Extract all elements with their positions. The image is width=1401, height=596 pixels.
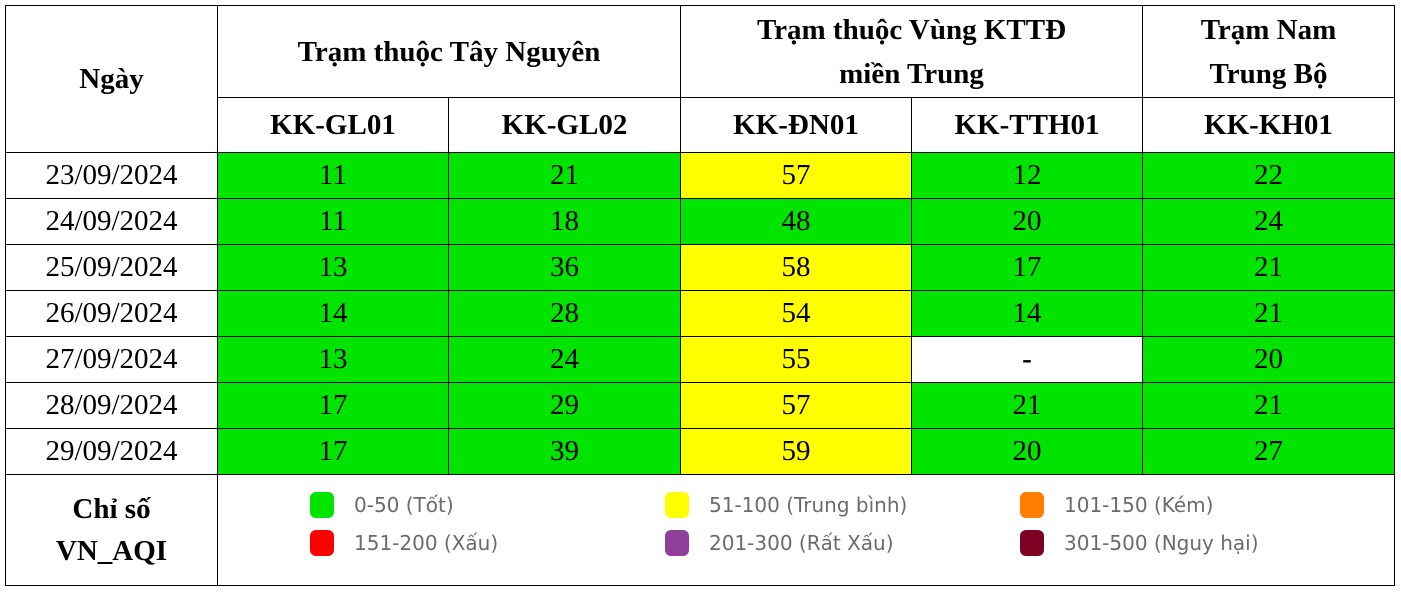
group-header-nam-trung-bo: Trạm Nam Trung Bộ <box>1142 5 1395 98</box>
table-body: 23/09/2024 11 21 57 12 22 24/09/2024 11 18 48 20 24… <box>5 152 1395 475</box>
aqi-value-cell: 17 <box>217 382 449 429</box>
aqi-value-cell: 12 <box>911 152 1143 199</box>
station-header-kk-kh01: KK-KH01 <box>1142 97 1395 153</box>
legend-title-line2: VN_AQI <box>55 535 168 567</box>
legend-row: Chỉ số VN_AQI 0-50 (Tốt) 51-100 (Trung b… <box>5 474 1395 586</box>
table-row: 29/09/2024 17 39 59 20 27 <box>5 428 1395 475</box>
station-header-kk-dn01: KK-ĐN01 <box>680 97 912 153</box>
group-header-kttd-mien-trung: Trạm thuộc Vùng KTTĐ miền Trung <box>680 5 1143 98</box>
aqi-value-cell: 54 <box>680 290 912 337</box>
group-label-line2: miền Trung <box>839 57 984 90</box>
swatch-good-icon <box>310 492 334 518</box>
legend-item-good: 0-50 (Tốt) <box>310 491 665 519</box>
aqi-value-cell: 55 <box>680 336 912 383</box>
aqi-value-cell: 18 <box>448 198 681 245</box>
aqi-value-cell: 59 <box>680 428 912 475</box>
legend-label: 51-100 (Trung bình) <box>709 493 908 517</box>
swatch-bad-icon <box>310 530 334 556</box>
legend-title-line1: Chỉ số <box>72 493 151 525</box>
legend-item-moderate: 51-100 (Trung bình) <box>665 491 1020 519</box>
aqi-value-cell: 29 <box>448 382 681 429</box>
swatch-hazardous-icon <box>1020 530 1044 556</box>
aqi-value-cell: 20 <box>911 198 1143 245</box>
station-header-kk-gl02: KK-GL02 <box>448 97 681 153</box>
aqi-value-cell: 48 <box>680 198 912 245</box>
table-row: 28/09/2024 17 29 57 21 21 <box>5 382 1395 429</box>
swatch-moderate-icon <box>665 492 689 518</box>
date-cell: 29/09/2024 <box>5 428 218 475</box>
aqi-value-cell: 57 <box>680 152 912 199</box>
station-header-kk-gl01: KK-GL01 <box>217 97 449 153</box>
aqi-value-cell: 13 <box>217 244 449 291</box>
aqi-value-cell: 24 <box>448 336 681 383</box>
date-cell: 26/09/2024 <box>5 290 218 337</box>
date-cell: 24/09/2024 <box>5 198 218 245</box>
legend-item-bad: 151-200 (Xấu) <box>310 529 665 557</box>
aqi-value-cell: 28 <box>448 290 681 337</box>
legend-label: 101-150 (Kém) <box>1064 493 1214 517</box>
aqi-value-cell: 39 <box>448 428 681 475</box>
legend-label: 0-50 (Tốt) <box>354 493 454 517</box>
legend-item-poor: 101-150 (Kém) <box>1020 491 1320 519</box>
aqi-value-cell: 27 <box>1142 428 1395 475</box>
aqi-value-cell: 21 <box>448 152 681 199</box>
group-label-line2: Trung Bộ <box>1209 57 1328 90</box>
swatch-poor-icon <box>1020 492 1044 518</box>
aqi-value-cell: 11 <box>217 152 449 199</box>
aqi-value-cell: 20 <box>911 428 1143 475</box>
legend-title: Chỉ số VN_AQI <box>5 474 218 586</box>
legend-label: 151-200 (Xấu) <box>354 531 499 555</box>
table-row: 24/09/2024 11 18 48 20 24 <box>5 198 1395 245</box>
header-group-row: Ngày Trạm thuộc Tây Nguyên Trạm thuộc Vù… <box>5 5 1395 153</box>
legend-item-very-bad: 201-300 (Rất Xấu) <box>665 529 1020 557</box>
date-cell: 25/09/2024 <box>5 244 218 291</box>
legend-item-hazardous: 301-500 (Nguy hại) <box>1020 529 1320 557</box>
aqi-value-cell: 21 <box>911 382 1143 429</box>
group-label: Trạm thuộc Tây Nguyên <box>297 35 601 68</box>
aqi-value-cell: 14 <box>911 290 1143 337</box>
table-row: 25/09/2024 13 36 58 17 21 <box>5 244 1395 291</box>
legend-content: 0-50 (Tốt) 51-100 (Trung bình) 101-150 (… <box>217 474 1395 586</box>
aqi-table: Ngày Trạm thuộc Tây Nguyên Trạm thuộc Vù… <box>5 5 1395 586</box>
legend-label: 201-300 (Rất Xấu) <box>709 531 894 555</box>
aqi-value-cell: 57 <box>680 382 912 429</box>
table-row: 27/09/2024 13 24 55-20 <box>5 336 1395 383</box>
date-cell: 23/09/2024 <box>5 152 218 199</box>
aqi-value-cell: 21 <box>1142 244 1395 291</box>
aqi-value-cell: 24 <box>1142 198 1395 245</box>
date-cell: 28/09/2024 <box>5 382 218 429</box>
aqi-value-cell: 36 <box>448 244 681 291</box>
aqi-value-cell: 58 <box>680 244 912 291</box>
aqi-value-cell: 21 <box>1142 290 1395 337</box>
station-header-kk-tth01: KK-TTH01 <box>911 97 1143 153</box>
aqi-value-cell: 21 <box>1142 382 1395 429</box>
aqi-value-cell: 13 <box>217 336 449 383</box>
date-column-header: Ngày <box>5 5 218 153</box>
date-cell: 27/09/2024 <box>5 336 218 383</box>
aqi-value-cell: 20 <box>1142 336 1395 383</box>
legend-label: 301-500 (Nguy hại) <box>1064 531 1259 555</box>
group-label-line1: Trạm Nam <box>1200 13 1337 46</box>
aqi-value-cell: 17 <box>217 428 449 475</box>
group-header-tay-nguyen: Trạm thuộc Tây Nguyên <box>217 5 681 98</box>
aqi-value-cell: - <box>911 336 1143 383</box>
legend-grid: 0-50 (Tốt) 51-100 (Trung bình) 101-150 (… <box>310 491 1320 557</box>
aqi-value-cell: 11 <box>217 198 449 245</box>
table-row: 23/09/2024 11 21 57 12 22 <box>5 152 1395 199</box>
group-label-line1: Trạm thuộc Vùng KTTĐ <box>756 13 1067 46</box>
aqi-value-cell: 17 <box>911 244 1143 291</box>
aqi-value-cell: 22 <box>1142 152 1395 199</box>
swatch-very-bad-icon <box>665 530 689 556</box>
table-row: 26/09/2024 14 28 54 14 21 <box>5 290 1395 337</box>
aqi-value-cell: 14 <box>217 290 449 337</box>
